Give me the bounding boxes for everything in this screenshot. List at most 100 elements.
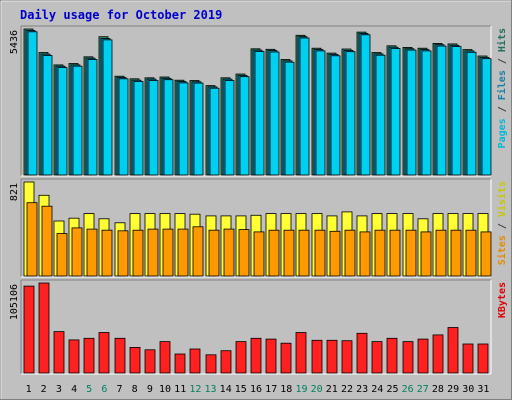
visits-bar-sites-day-13 — [208, 229, 220, 277]
hits-bar-pages-day-21 — [330, 55, 341, 176]
visits-legend-label: Sites / Visits — [496, 181, 508, 265]
hits-legend-part-2: Files — [496, 70, 508, 100]
visits-bar-sites-day-14 — [223, 228, 235, 277]
visits-bar-sites-day-21 — [329, 230, 341, 277]
kbytes-bar-kbytes-day-18 — [280, 342, 292, 374]
visits-bar-sites-day-1 — [26, 202, 38, 277]
x-tick-label-12: 12 — [189, 384, 201, 395]
hits-bar-pages-day-8 — [133, 81, 144, 176]
kbytes-bar-kbytes-day-12 — [189, 348, 201, 374]
kbytes-bar-kbytes-day-19 — [295, 332, 307, 374]
hits-bar-pages-day-28 — [436, 45, 447, 176]
x-tick-label-18: 18 — [280, 384, 292, 395]
x-tick-label-23: 23 — [356, 384, 368, 395]
x-tick-label-16: 16 — [250, 384, 262, 395]
visits-bar-sites-day-31 — [480, 231, 492, 277]
kbytes-max-label: 105106 — [9, 284, 20, 320]
kbytes-bar-kbytes-day-27 — [417, 338, 429, 374]
visits-bar-sites-day-5 — [86, 228, 98, 277]
kbytes-legend-part-0: KBytes — [497, 282, 508, 318]
x-tick-label-25: 25 — [386, 384, 398, 395]
hits-bar-pages-day-6 — [102, 39, 113, 176]
hits-bar-pages-day-12 — [193, 82, 204, 176]
x-tick-label-6: 6 — [101, 384, 107, 395]
x-tick-label-28: 28 — [432, 384, 444, 395]
visits-bar-sites-day-10 — [162, 228, 174, 277]
x-tick-label-30: 30 — [462, 384, 474, 395]
hits-bar-pages-day-9 — [148, 80, 159, 176]
kbytes-bar-kbytes-day-23 — [356, 332, 368, 374]
visits-bar-sites-day-4 — [71, 227, 83, 277]
x-tick-label-2: 2 — [41, 384, 47, 395]
x-tick-label-1: 1 — [26, 384, 32, 395]
hits-bar-pages-day-13 — [209, 87, 220, 176]
visits-bar-sites-day-22 — [344, 229, 356, 277]
kbytes-bar-kbytes-day-7 — [114, 337, 126, 374]
hits-legend-part-0: Pages — [497, 118, 508, 148]
hits-bar-pages-day-1 — [27, 31, 38, 176]
kbytes-bar-kbytes-day-24 — [371, 341, 383, 374]
x-tick-label-11: 11 — [174, 384, 186, 395]
x-tick-label-9: 9 — [147, 384, 153, 395]
x-tick-label-27: 27 — [417, 384, 429, 395]
hits-bar-pages-day-10 — [163, 79, 174, 176]
visits-bar-sites-day-18 — [283, 229, 295, 277]
x-tick-label-15: 15 — [235, 384, 247, 395]
visits-bar-sites-day-17 — [268, 229, 280, 277]
hits-bar-pages-day-26 — [406, 49, 417, 176]
kbytes-bar-kbytes-day-26 — [402, 341, 414, 374]
kbytes-legend-label: KBytes — [497, 282, 508, 318]
kbytes-bar-kbytes-day-29 — [447, 327, 459, 374]
hits-bar-pages-day-31 — [481, 58, 492, 176]
panels-group: 5436 Pages / Files / Hits 821 Sites / Visit… — [9, 25, 508, 375]
hits-bar-pages-day-24 — [375, 54, 386, 176]
x-tick-label-3: 3 — [56, 384, 62, 395]
visits-bar-sites-day-24 — [374, 229, 386, 277]
hits-bar-pages-day-20 — [315, 50, 326, 176]
x-tick-label-29: 29 — [447, 384, 459, 395]
kbytes-bar-kbytes-day-8 — [129, 346, 141, 374]
x-tick-label-24: 24 — [371, 384, 383, 395]
kbytes-bar-kbytes-day-6 — [98, 332, 110, 374]
x-tick-label-7: 7 — [116, 384, 122, 395]
x-tick-label-14: 14 — [220, 384, 232, 395]
hits-legend-part-1: / — [497, 100, 508, 118]
hits-legend-label: Pages / Files / Hits — [496, 28, 508, 148]
visits-bar-sites-day-25 — [389, 229, 401, 277]
kbytes-bar-kbytes-day-22 — [341, 340, 353, 374]
kbytes-bar-kbytes-day-31 — [477, 343, 489, 374]
kbytes-bar-kbytes-day-25 — [386, 337, 398, 374]
visits-bar-sites-day-8 — [132, 229, 144, 277]
hits-bar-pages-day-4 — [72, 65, 83, 176]
visits-bar-sites-day-27 — [420, 231, 432, 277]
panel-visits: 821 Sites / Visits — [9, 178, 508, 278]
visits-bar-sites-day-26 — [405, 229, 417, 277]
kbytes-bar-kbytes-day-10 — [159, 341, 171, 374]
hits-bar-pages-day-15 — [239, 76, 250, 176]
panel-hits: 5436 Pages / Files / Hits — [9, 25, 508, 177]
kbytes-bar-kbytes-day-4 — [68, 339, 80, 374]
visits-bar-sites-day-9 — [147, 228, 159, 277]
hits-bar-pages-day-18 — [284, 61, 295, 176]
hits-bar-pages-day-22 — [345, 51, 356, 176]
kbytes-bar-kbytes-day-1 — [23, 285, 35, 374]
hits-max-label: 5436 — [9, 30, 20, 54]
hits-bar-pages-day-14 — [224, 80, 235, 176]
visits-legend-part-1: / — [497, 217, 508, 235]
visits-bar-sites-day-29 — [450, 229, 462, 277]
visits-bar-sites-day-23 — [359, 231, 371, 277]
kbytes-bar-kbytes-day-11 — [174, 353, 186, 374]
kbytes-bar-kbytes-day-16 — [250, 337, 262, 374]
hits-bar-pages-day-2 — [42, 55, 53, 176]
x-tick-label-13: 13 — [204, 384, 216, 395]
visits-bar-sites-day-20 — [314, 229, 326, 277]
x-tick-label-10: 10 — [159, 384, 171, 395]
visits-legend-part-2: Visits — [496, 181, 508, 217]
hits-bar-pages-day-5 — [87, 59, 98, 176]
kbytes-bar-kbytes-day-14 — [220, 350, 232, 374]
visits-bar-sites-day-7 — [117, 230, 129, 277]
hits-bar-pages-day-3 — [57, 67, 68, 176]
x-axis: 1 2 3 4 5 6 7 8 9 10 11 12 13 14 15 16 17 18 19 20 21 22 23 24 2… — [26, 384, 490, 395]
hits-bar-pages-day-19 — [299, 37, 310, 176]
